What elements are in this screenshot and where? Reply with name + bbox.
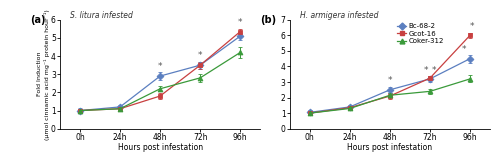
Text: *: *: [158, 62, 162, 71]
Text: H. armigera infested: H. armigera infested: [300, 11, 378, 20]
Text: *: *: [238, 18, 242, 27]
Text: *: *: [198, 51, 202, 60]
Legend: Bc-68-2, Gcot-16, Coker-312: Bc-68-2, Gcot-16, Coker-312: [398, 23, 444, 44]
Text: *: *: [462, 45, 466, 54]
Text: S. litura infested: S. litura infested: [70, 11, 133, 20]
X-axis label: Hours post infestation: Hours post infestation: [118, 143, 202, 152]
Y-axis label: Fold Induction
(μmol cinnamic acid mg⁻¹ protein hour⁻¹): Fold Induction (μmol cinnamic acid mg⁻¹ …: [37, 9, 50, 140]
Text: (a): (a): [30, 16, 46, 25]
Text: *: *: [432, 66, 436, 75]
Text: *: *: [424, 66, 428, 75]
X-axis label: Hours post infestation: Hours post infestation: [348, 143, 432, 152]
Text: *: *: [388, 76, 392, 85]
Text: *: *: [470, 22, 474, 31]
Text: (b): (b): [260, 16, 276, 25]
